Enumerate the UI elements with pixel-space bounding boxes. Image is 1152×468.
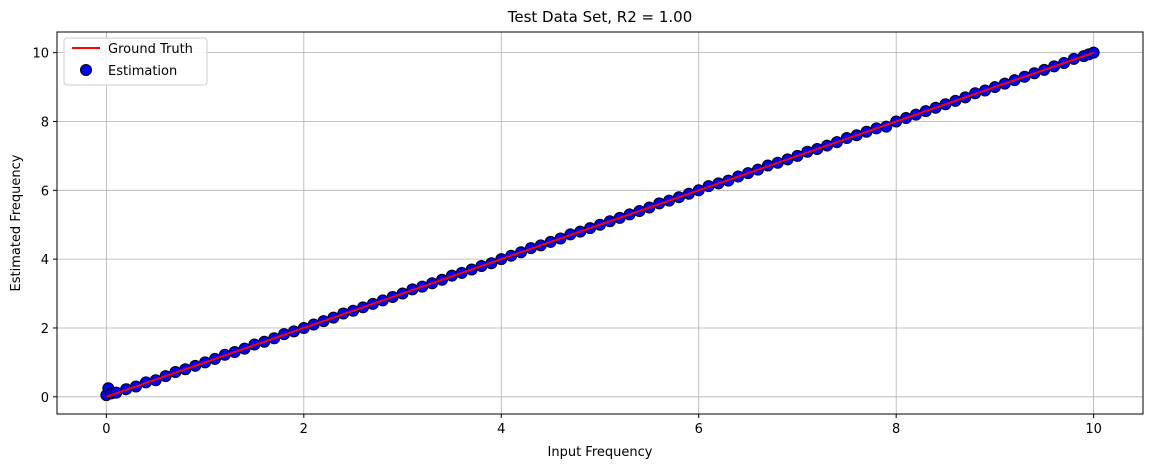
y-tick-label: 0 xyxy=(41,391,49,406)
x-tick-label: 8 xyxy=(892,422,900,437)
legend-box xyxy=(63,37,208,86)
y-axis-label: Estimated Frequency xyxy=(9,154,24,291)
grid xyxy=(57,32,1143,414)
ground-truth-overlay xyxy=(106,51,1094,398)
legend-estimation-label: Estimation xyxy=(108,64,177,79)
y-ticks: 0 2 4 6 8 10 xyxy=(32,47,57,406)
x-tick-label: 0 xyxy=(102,422,110,437)
x-axis-label: Input Frequency xyxy=(548,445,653,460)
x-tick-label: 2 xyxy=(300,422,308,437)
chart-title: Test Data Set, R2 = 1.00 xyxy=(507,8,693,26)
y-tick-label: 8 xyxy=(41,115,49,130)
x-tick-label: 10 xyxy=(1085,422,1102,437)
y-tick-label: 4 xyxy=(41,253,49,268)
y-tick-label: 6 xyxy=(41,184,49,199)
x-ticks: 0 2 4 6 8 10 xyxy=(102,414,1102,437)
x-tick-label: 6 xyxy=(695,422,703,437)
x-tick-label: 4 xyxy=(497,422,505,437)
legend-estimation-swatch xyxy=(80,64,92,76)
y-tick-label: 2 xyxy=(41,322,49,337)
plot-frame xyxy=(56,31,1144,415)
legend-ground-truth-label: Ground Truth xyxy=(108,42,193,57)
ground-truth-line xyxy=(106,51,1094,398)
y-tick-label: 10 xyxy=(32,47,49,62)
legend: Ground Truth Estimation xyxy=(63,37,208,86)
